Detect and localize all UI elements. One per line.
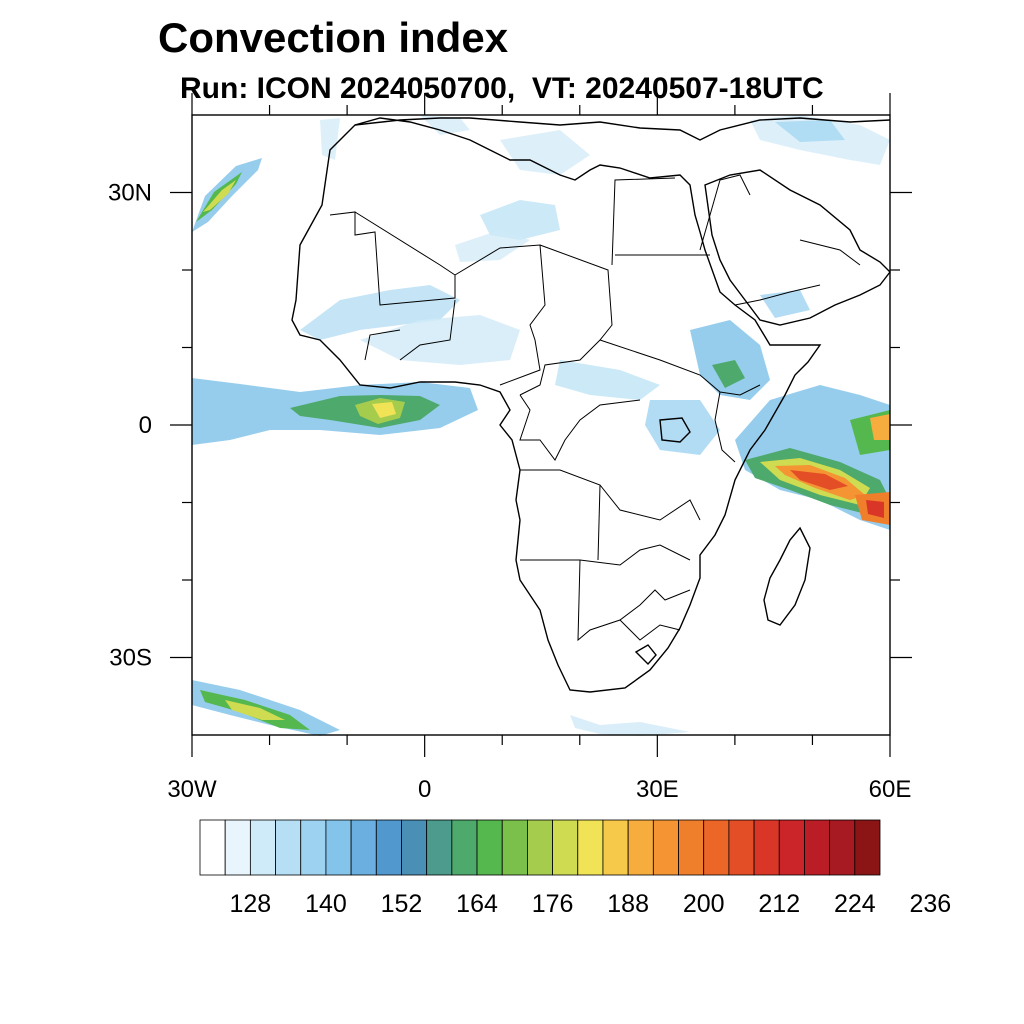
colorbar-box [224, 819, 251, 876]
shade-sahel-west [300, 285, 460, 340]
y-tick-label: 0 [139, 412, 152, 439]
shade-eq-hot [372, 402, 396, 418]
colorbar-box [778, 819, 805, 876]
colorbar [199, 819, 881, 876]
colorbar-box [401, 819, 428, 876]
lake-victoria [659, 417, 691, 443]
shade-sahara-n2 [455, 230, 530, 262]
colorbar-box [703, 819, 730, 876]
colorbar-label: 224 [834, 890, 876, 918]
colorbar-label: 128 [230, 890, 272, 918]
shade-sw-peak [225, 700, 285, 720]
colorbar-box [527, 819, 553, 876]
colorbar-box [249, 819, 276, 876]
colorbar-label: 188 [607, 890, 649, 918]
colorbar-box [451, 819, 478, 876]
shade-io-east-hot [870, 414, 890, 440]
map-title: Convection index [158, 14, 509, 61]
colorbar-box [199, 819, 226, 876]
shade-ne-bl [775, 120, 845, 142]
coastlines [291, 117, 891, 693]
shade-nw-band [192, 158, 262, 232]
lesotho [634, 644, 657, 666]
x-tick-label: 0 [418, 776, 431, 803]
colorbar-box [552, 819, 579, 876]
colorbar-label: 152 [381, 890, 423, 918]
colorbar-box [325, 819, 352, 876]
shade-libya [500, 130, 590, 175]
colorbar-label: 212 [758, 890, 800, 918]
y-tick-label: 30S [109, 645, 152, 672]
colorbar-box [275, 819, 302, 876]
colorbar-box [300, 819, 327, 876]
shade-central [555, 360, 660, 400]
shade-med [320, 118, 340, 160]
x-tick-label: 60E [869, 776, 912, 803]
colorbar-box [854, 819, 881, 876]
x-tick-label: 30E [636, 776, 679, 803]
map-ticks [170, 93, 912, 757]
shade-nw-peak [203, 180, 236, 212]
colorbar-box [577, 819, 604, 876]
colorbar-box [501, 819, 528, 876]
shade-ethiopia [690, 320, 770, 400]
colorbar-label: 140 [305, 890, 347, 918]
shade-io-red [790, 470, 848, 490]
map-tick-labels: 30W 0 30E 60E 30N 0 30S [108, 180, 911, 804]
x-tick-label: 30W [167, 776, 217, 803]
colorbar-labels: 128 140 152 164 176 188 200 212 224 236 [230, 890, 952, 918]
country-borders [329, 174, 861, 642]
colorbar-box [678, 819, 705, 876]
madagascar [763, 526, 811, 626]
colorbar-box [804, 819, 831, 876]
colorbar-label: 200 [683, 890, 725, 918]
colorbar-box [829, 819, 856, 876]
shade-sahel-mid [360, 315, 520, 365]
colorbar-box [350, 819, 377, 876]
colorbar-box [652, 819, 679, 876]
shade-yemen [760, 290, 810, 318]
map-subtitle: Run: ICON 2024050700, VT: 20240507-18UTC [180, 72, 824, 105]
europe-edge [354, 117, 891, 141]
colorbar-box [426, 819, 453, 876]
colorbar-box [476, 819, 503, 876]
shade-io-se-red [866, 500, 884, 518]
shade-s-streaks [570, 715, 690, 736]
colorbar-box [728, 819, 755, 876]
convection-shading [192, 115, 890, 736]
y-tick-label: 30N [108, 180, 152, 207]
shade-lakes [645, 400, 720, 455]
colorbar-label: 236 [910, 890, 952, 918]
shade-maghreb [420, 115, 470, 135]
arabia [704, 169, 891, 326]
colorbar-label: 164 [456, 890, 498, 918]
colorbar-label: 176 [532, 890, 574, 918]
colorbar-box [375, 819, 402, 876]
colorbar-box [602, 819, 629, 876]
colorbar-box [627, 819, 654, 876]
shade-ethiopia-core [712, 360, 745, 388]
colorbar-box [753, 819, 780, 876]
africa-coast [291, 117, 822, 693]
